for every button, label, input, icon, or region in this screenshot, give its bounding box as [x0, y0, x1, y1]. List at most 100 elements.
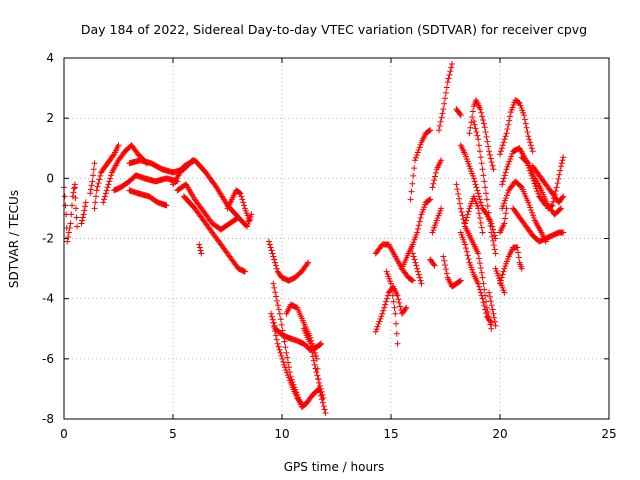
data-point — [91, 205, 98, 212]
data-point — [483, 133, 490, 140]
data-point — [490, 166, 497, 173]
y-tick-label: -2 — [42, 232, 54, 246]
data-point — [68, 202, 75, 209]
data-point — [280, 333, 287, 340]
data-point — [276, 310, 283, 317]
data-point — [67, 220, 74, 227]
data-point — [526, 201, 533, 208]
data-point — [486, 148, 493, 155]
data-point — [196, 244, 203, 251]
data-point — [476, 148, 483, 155]
data-point — [497, 148, 504, 155]
data-point — [69, 193, 76, 200]
data-point — [486, 293, 493, 300]
data-point — [265, 238, 272, 245]
data-point — [471, 121, 478, 128]
data-point — [285, 359, 292, 366]
data-point — [470, 118, 477, 125]
data-point — [484, 138, 491, 145]
data-point — [439, 110, 446, 117]
data-point — [462, 220, 469, 227]
data-point — [304, 260, 311, 267]
data-point — [521, 116, 528, 123]
data-point — [501, 220, 508, 227]
data-point — [554, 180, 561, 187]
data-point — [497, 277, 504, 284]
data-point — [442, 95, 449, 102]
data-point — [491, 246, 498, 253]
data-point — [268, 313, 275, 320]
data-point — [442, 89, 449, 96]
data-point — [558, 205, 565, 212]
data-point — [457, 277, 464, 284]
data-point — [72, 194, 79, 201]
data-point — [488, 319, 495, 326]
data-point — [414, 229, 421, 236]
data-point — [305, 259, 312, 266]
x-axis-label: GPS time / hours — [284, 460, 385, 474]
data-point — [556, 171, 563, 178]
data-point — [388, 286, 395, 293]
data-point — [466, 130, 473, 137]
data-point — [485, 209, 492, 216]
data-point — [286, 377, 293, 384]
data-point — [472, 181, 479, 188]
data-point — [449, 61, 456, 68]
data-point — [427, 196, 434, 203]
data-point — [415, 268, 422, 275]
data-point — [476, 255, 483, 262]
data-point — [196, 241, 203, 248]
data-point — [237, 190, 244, 197]
data-point — [415, 146, 422, 153]
data-point — [283, 367, 290, 374]
data-point — [483, 210, 490, 217]
data-point — [409, 277, 416, 284]
data-point — [373, 326, 380, 333]
data-point — [436, 122, 443, 129]
data-point — [477, 289, 484, 296]
data-point — [92, 199, 99, 206]
x-tick-label: 0 — [60, 427, 68, 441]
data-point — [478, 224, 485, 231]
data-point — [284, 354, 291, 361]
data-point — [277, 316, 284, 323]
data-point — [507, 155, 514, 162]
data-point — [375, 321, 382, 328]
data-point — [559, 157, 566, 164]
data-point — [550, 198, 557, 205]
data-point — [316, 379, 323, 386]
data-point — [383, 295, 390, 302]
data-point — [479, 113, 486, 120]
data-point — [268, 247, 275, 254]
data-point — [415, 225, 422, 232]
data-point — [312, 352, 319, 359]
data-point — [416, 218, 423, 225]
data-point — [280, 358, 287, 365]
data-point — [320, 394, 327, 401]
data-point — [549, 202, 556, 209]
data-point — [525, 199, 532, 206]
data-point — [475, 280, 482, 287]
data-point — [490, 310, 497, 317]
data-point — [473, 129, 480, 136]
data-point — [238, 193, 245, 200]
data-point — [504, 189, 511, 196]
x-tick-label: 10 — [274, 427, 289, 441]
data-point — [457, 112, 464, 119]
y-tick-label: -4 — [42, 292, 54, 306]
data-point — [462, 241, 469, 248]
data-point — [483, 310, 490, 317]
data-point — [312, 349, 319, 356]
data-point — [505, 121, 512, 128]
data-point — [416, 274, 423, 281]
data-point — [557, 167, 564, 174]
data-point — [477, 199, 484, 206]
data-point — [435, 127, 442, 134]
data-point — [480, 120, 487, 127]
data-point — [465, 208, 472, 215]
data-point — [102, 190, 109, 197]
data-point — [444, 79, 451, 86]
data-point — [110, 152, 117, 159]
data-point — [528, 207, 535, 214]
data-point — [417, 277, 424, 284]
